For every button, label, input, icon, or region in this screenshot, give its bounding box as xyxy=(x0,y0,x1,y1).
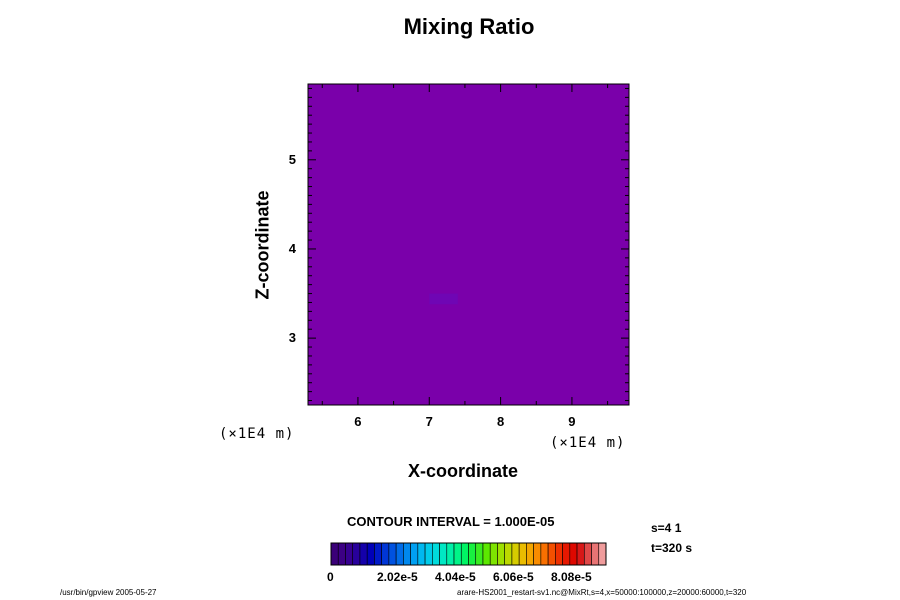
colorbar-cell xyxy=(381,542,390,566)
colorbar-cell xyxy=(533,542,542,566)
colorbar-tick-label: 0 xyxy=(327,570,334,584)
colorbar-cell xyxy=(482,542,491,566)
axis-tickmarks xyxy=(308,84,629,405)
colorbar-cell xyxy=(583,542,592,566)
colorbar-frame xyxy=(330,542,607,566)
chart-title: Mixing Ratio xyxy=(403,14,535,39)
colorbar-cell xyxy=(403,542,411,566)
colorbar-cell xyxy=(518,542,527,566)
colorbar-cell xyxy=(439,542,448,566)
colorbar-cell xyxy=(388,542,397,566)
colorbar-cell xyxy=(410,542,419,566)
colorbar-cell xyxy=(526,542,534,566)
colorbar-cell xyxy=(591,542,600,566)
footer-right: arare-HS2001_restart-sv1.nc@MixRt,s=4,x=… xyxy=(457,588,747,597)
colorbar-tick-label: 4.04e-5 xyxy=(435,570,476,584)
time-info: t=320 s xyxy=(651,541,693,555)
y-axis-label: Z-coordinate xyxy=(252,190,273,300)
colorbar-cell xyxy=(345,542,354,566)
colorbar-cell xyxy=(374,542,382,566)
colorbar-cell xyxy=(547,542,556,566)
mixing-ratio-anomaly xyxy=(429,293,458,305)
colorbar-cell xyxy=(555,542,563,566)
colorbar-cell xyxy=(337,542,346,566)
x-axis-unit: (×1E4 m) xyxy=(550,435,626,451)
y-tick-label: 4 xyxy=(288,240,296,256)
colorbar-cell xyxy=(511,542,520,566)
colorbar-cell xyxy=(352,542,361,566)
colorbar-cell xyxy=(395,542,404,566)
colorbar-cell xyxy=(497,542,505,566)
x-tick-label: 6 xyxy=(354,414,362,429)
colorbar-cell xyxy=(489,542,498,566)
colorbar-cell xyxy=(460,542,469,566)
slice-info: s=4 1 xyxy=(651,521,682,535)
colorbar-tick-label: 6.06e-5 xyxy=(493,570,534,584)
colorbar-cell xyxy=(576,542,585,566)
y-tick-label: 3 xyxy=(288,330,296,346)
colorbar-cell xyxy=(540,542,549,566)
colorbar-cell xyxy=(504,542,513,566)
x-axis-label: X-coordinate xyxy=(408,461,519,481)
colorbar-tick-label: 2.02e-5 xyxy=(377,570,418,584)
x-tick-label: 7 xyxy=(425,414,433,429)
colorbar-cell xyxy=(453,542,462,566)
colorbar xyxy=(330,542,607,566)
colorbar-tick-label: 8.08e-5 xyxy=(551,570,592,584)
colorbar-cell xyxy=(598,542,607,566)
footer-left: /usr/bin/gpview 2005-05-27 xyxy=(60,588,157,597)
colorbar-cell xyxy=(417,542,426,566)
colorbar-cell xyxy=(359,542,368,566)
colorbar-cell xyxy=(562,542,571,566)
plot-frame xyxy=(307,83,630,406)
colorbar-cell xyxy=(424,542,433,566)
x-tick-label: 8 xyxy=(496,414,505,429)
colorbar-cell xyxy=(446,542,455,566)
mixing-ratio-field xyxy=(308,84,629,405)
contour-interval: CONTOUR INTERVAL = 1.000E-05 xyxy=(347,514,555,529)
colorbar-cell xyxy=(569,542,578,566)
y-axis-unit: (×1E4 m) xyxy=(219,426,295,442)
y-tick-label: 5 xyxy=(288,151,296,167)
colorbar-cell xyxy=(432,542,440,566)
colorbar-cell xyxy=(475,542,484,566)
colorbar-cell xyxy=(366,542,375,566)
colorbar-cell xyxy=(330,542,339,566)
x-tick-label: 9 xyxy=(568,414,576,429)
colorbar-cell xyxy=(468,542,477,566)
